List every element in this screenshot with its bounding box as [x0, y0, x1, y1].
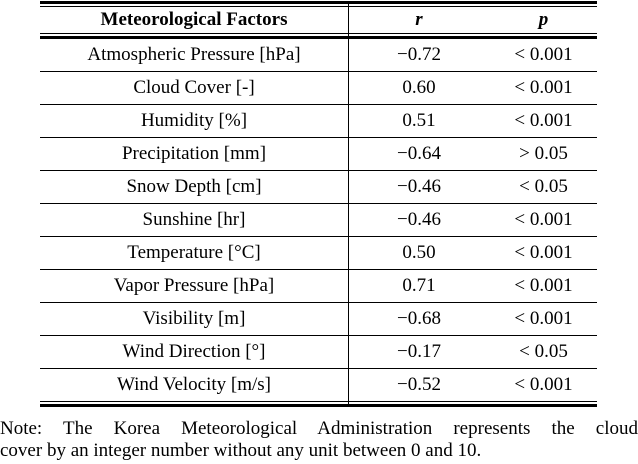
row-divider [40, 137, 597, 138]
row-divider [40, 236, 597, 237]
r-value: 0.71 [402, 275, 436, 296]
table-bottom-rule-thin [40, 401, 597, 402]
table-row: Wind Velocity [m/s] −0.52 < 0.001 [40, 369, 597, 401]
row-divider [40, 302, 597, 303]
p-value: < 0.001 [514, 242, 573, 263]
row-divider [40, 104, 597, 105]
table-top-rule-thick [40, 1, 597, 4]
row-divider [40, 203, 597, 204]
table-row: Wind Direction [°] −0.17 < 0.05 [40, 336, 597, 368]
factor-label: Precipitation [mm] [121, 143, 267, 164]
header-rule-thin [40, 33, 597, 34]
note-line-1: Note: The Korea Meteorological Administr… [0, 418, 638, 439]
row-divider [40, 335, 597, 336]
table-row: Precipitation [mm] −0.64 > 0.05 [40, 138, 597, 170]
p-value: < 0.001 [514, 44, 573, 65]
r-value: −0.17 [397, 341, 441, 362]
table-top-rule-thin [40, 6, 597, 7]
factor-label: Visibility [m] [142, 308, 246, 329]
factor-label: Cloud Cover [-] [133, 77, 255, 98]
table-note: Note: The Korea Meteorological Administr… [0, 418, 638, 461]
table-row: Vapor Pressure [hPa] 0.71 < 0.001 [40, 270, 597, 302]
r-value: 0.50 [402, 242, 436, 263]
table-row: Cloud Cover [-] 0.60 < 0.001 [40, 72, 597, 104]
p-value: < 0.001 [514, 77, 573, 98]
table-row: Visibility [m] −0.68 < 0.001 [40, 303, 597, 335]
factor-label: Wind Velocity [m/s] [116, 374, 272, 395]
p-value: < 0.001 [514, 209, 573, 230]
p-value: < 0.001 [514, 308, 573, 329]
factor-label: Sunshine [hr] [142, 209, 246, 230]
header-p: p [538, 9, 549, 30]
header-factor: Meteorological Factors [100, 9, 288, 30]
r-value: −0.46 [397, 176, 441, 197]
r-value: −0.72 [397, 44, 441, 65]
table-bottom-rule-thick [40, 404, 597, 407]
table-row: Atmospheric Pressure [hPa] −0.72 < 0.001 [40, 39, 597, 71]
p-value: < 0.05 [519, 176, 568, 197]
table-header-row: Meteorological Factors r p [40, 7, 597, 33]
header-r: r [415, 9, 423, 30]
factor-label: Temperature [°C] [127, 242, 261, 263]
row-divider [40, 269, 597, 270]
p-value: < 0.001 [514, 374, 573, 395]
p-value: < 0.001 [514, 275, 573, 296]
table-row: Humidity [%] 0.51 < 0.001 [40, 105, 597, 137]
r-value: −0.68 [397, 308, 441, 329]
factor-label: Atmospheric Pressure [hPa] [87, 44, 301, 65]
column-divider [348, 1, 349, 407]
p-value: < 0.05 [519, 341, 568, 362]
p-value: < 0.001 [514, 110, 573, 131]
r-value: −0.64 [397, 143, 441, 164]
table-row: Temperature [°C] 0.50 < 0.001 [40, 237, 597, 269]
factor-label: Snow Depth [cm] [126, 176, 262, 197]
factor-label: Vapor Pressure [hPa] [113, 275, 275, 296]
p-value: > 0.05 [519, 143, 568, 164]
row-divider [40, 71, 597, 72]
correlation-table: Meteorological Factors r p Atmospheric P… [40, 1, 597, 407]
factor-label: Humidity [%] [140, 110, 248, 131]
row-divider [40, 368, 597, 369]
r-value: 0.60 [402, 77, 436, 98]
table-row: Sunshine [hr] −0.46 < 0.001 [40, 204, 597, 236]
r-value: −0.46 [397, 209, 441, 230]
table-row: Snow Depth [cm] −0.46 < 0.05 [40, 171, 597, 203]
factor-label: Wind Direction [°] [122, 341, 266, 362]
r-value: 0.51 [402, 110, 436, 131]
header-rule-thick [40, 36, 597, 39]
row-divider [40, 170, 597, 171]
note-line-2: cover by an integer number without any u… [0, 439, 482, 461]
r-value: −0.52 [397, 374, 441, 395]
